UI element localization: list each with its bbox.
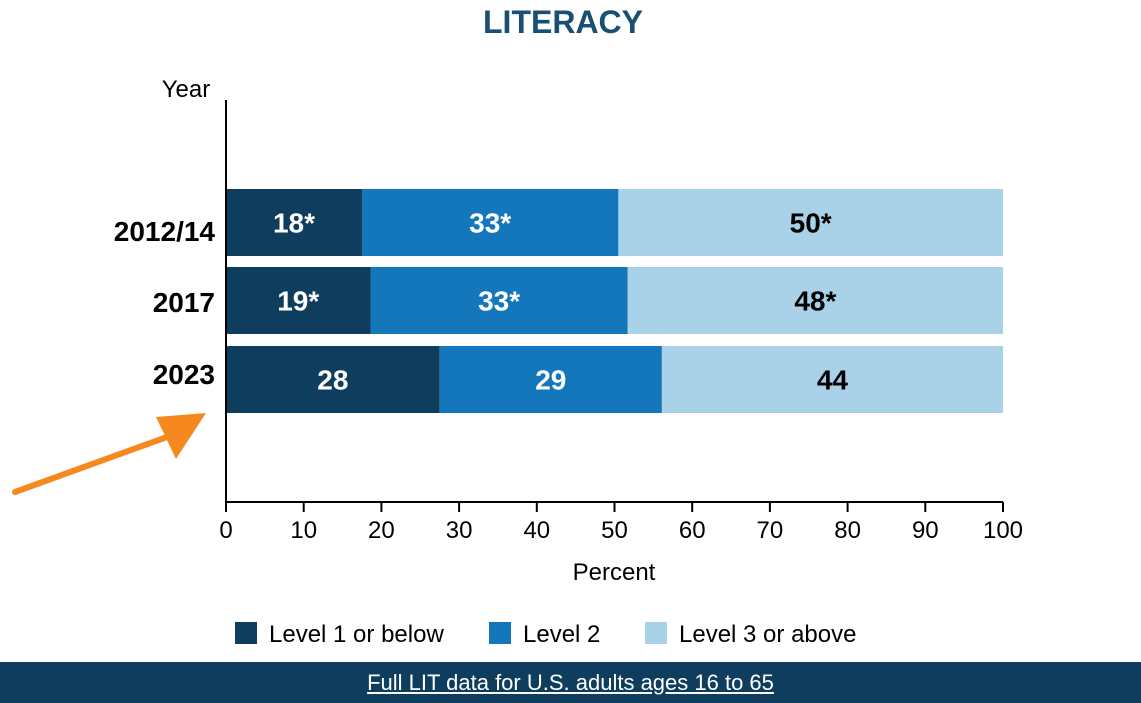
x-tick-label-40: 40 xyxy=(523,517,550,544)
bar-2017-level2 xyxy=(370,267,628,334)
data-label-2023-level3: 44 xyxy=(817,365,849,396)
arrow-head xyxy=(156,413,206,459)
category-labels: 2012/14 2017 2023 xyxy=(114,216,216,390)
data-label-2017-level2: 33* xyxy=(478,286,520,317)
bar-2023-level2 xyxy=(439,346,662,413)
bar-2017-level3 xyxy=(627,267,1003,334)
legend-swatch-level3 xyxy=(645,622,667,644)
data-label-2017-level3: 48* xyxy=(794,286,836,317)
chart-title: LITERACY xyxy=(483,4,643,40)
data-label-2012-14-level3: 50* xyxy=(790,208,832,239)
x-tick-label-0: 0 xyxy=(219,517,232,544)
x-tick-label-80: 80 xyxy=(834,517,861,544)
footer-bar: Full LIT data for U.S. adults ages 16 to… xyxy=(0,662,1141,703)
y-axis-label: Year xyxy=(162,76,211,103)
legend: Level 1 or below Level 2 Level 3 or above xyxy=(235,621,856,648)
x-ticks: 0 10 20 30 40 50 60 70 80 90 100 xyxy=(219,502,1023,544)
legend-swatch-level1 xyxy=(235,622,257,644)
x-tick-label-60: 60 xyxy=(679,517,706,544)
bar-2017-level1 xyxy=(226,267,371,334)
x-tick-label-50: 50 xyxy=(601,517,628,544)
x-tick-label-30: 30 xyxy=(446,517,473,544)
x-axis-label: Percent xyxy=(573,559,656,586)
bars: 18* 33* 50* 19* 33* 48* 28 29 44 xyxy=(226,189,1003,413)
data-label-2017-level1: 19* xyxy=(277,286,319,317)
arrow-annotation xyxy=(12,413,206,495)
legend-label-level3: Level 3 or above xyxy=(679,621,856,648)
x-tick-label-20: 20 xyxy=(368,517,395,544)
data-label-2012-14-level2: 33* xyxy=(469,208,511,239)
bar-2023-level1 xyxy=(226,346,440,413)
bar-2012-14-level1 xyxy=(226,189,362,256)
x-tick-label-90: 90 xyxy=(912,517,939,544)
data-label-2023-level2: 29 xyxy=(535,365,566,396)
literacy-chart: LITERACY Year 18* 33* 50* 19* 33* 48* 28 29 44 2… xyxy=(12,4,1023,648)
full-data-link[interactable]: Full LIT data for U.S. adults ages 16 to… xyxy=(367,669,774,695)
bar-2023-level3 xyxy=(661,346,1003,413)
x-tick-label-70: 70 xyxy=(757,517,784,544)
arrow-shaft xyxy=(12,430,181,495)
x-tick-label-10: 10 xyxy=(290,517,317,544)
legend-label-level1: Level 1 or below xyxy=(269,621,444,648)
bar-2012-14-level2 xyxy=(361,189,619,256)
legend-label-level2: Level 2 xyxy=(523,621,600,648)
data-label-2012-14-level1: 18* xyxy=(273,208,315,239)
legend-swatch-level2 xyxy=(489,622,511,644)
x-tick-label-100: 100 xyxy=(983,517,1023,544)
bar-2012-14-level3 xyxy=(618,189,1003,256)
category-label-2012-14: 2012/14 xyxy=(114,216,216,247)
data-label-2023-level1: 28 xyxy=(317,365,348,396)
category-label-2017: 2017 xyxy=(153,287,215,318)
category-label-2023: 2023 xyxy=(153,359,215,390)
